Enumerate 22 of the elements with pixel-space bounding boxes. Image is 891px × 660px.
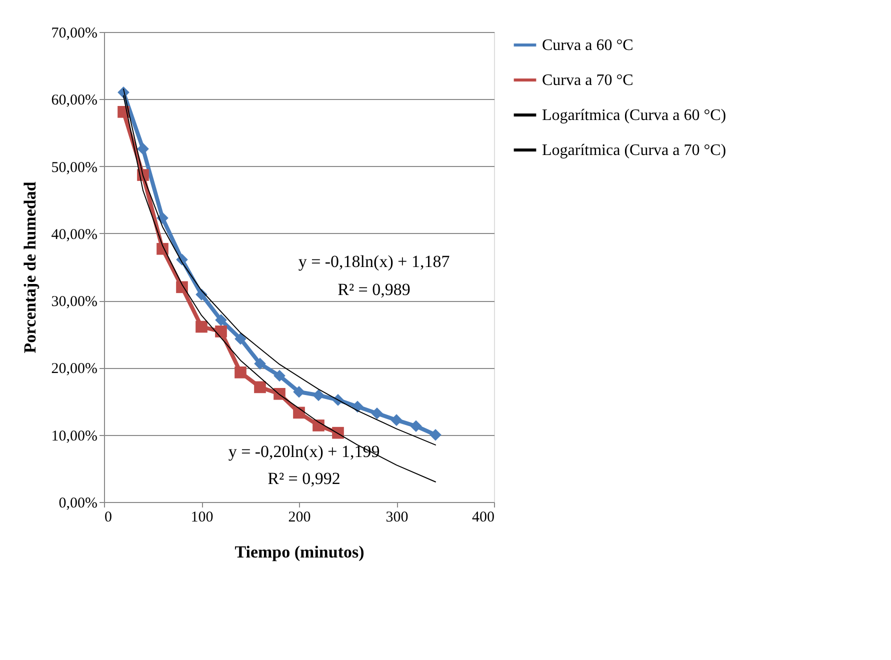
y-tick-label: 30,00%: [51, 294, 98, 310]
legend-label: Logarítmica (Curva a 60 °C): [542, 107, 726, 124]
annotation: R² = 0,992: [268, 469, 340, 488]
annotation: R² = 0,989: [338, 280, 410, 299]
x-tick-label: 400: [472, 510, 494, 526]
y-tick-label: 50,00%: [51, 160, 98, 176]
y-tick-label: 0,00%: [58, 496, 98, 512]
y-tick-label: 10,00%: [51, 428, 98, 444]
y-tick-label: 70,00%: [51, 26, 98, 42]
x-tick-label: 100: [190, 510, 214, 526]
x-tick-label: 0: [104, 510, 112, 526]
annotation: y = -0,18ln(x) + 1,187: [298, 252, 450, 271]
y-axis-title: Porcentaje de humedad: [20, 181, 40, 354]
x-tick-label: 200: [288, 510, 311, 526]
y-tick-label: 60,00%: [51, 92, 98, 109]
legend-label: Curva a 70 °C: [542, 72, 634, 89]
y-tick-label: 20,00%: [51, 361, 98, 378]
legend-label: Curva a 60 °C: [542, 37, 634, 54]
legend-label: Logarítmica (Curva a 70 °C): [542, 142, 726, 159]
x-axis-title: Tiempo (minutos): [234, 542, 364, 562]
x-tick-label: 300: [386, 510, 408, 526]
y-tick-label: 40,00%: [51, 226, 98, 243]
